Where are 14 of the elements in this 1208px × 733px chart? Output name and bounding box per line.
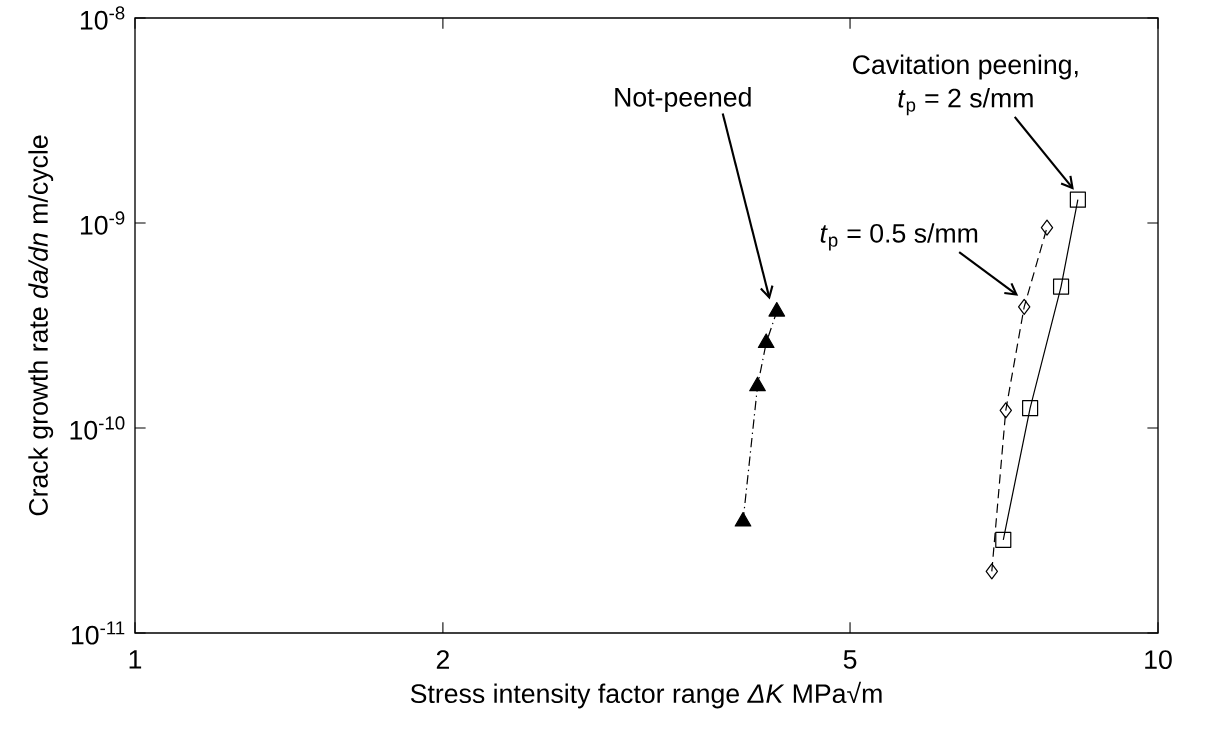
y-tick-label: 10$^{-11}$ — [71, 621, 125, 645]
annotation: t$_{p}$ = 2 s/mm — [898, 87, 1033, 116]
y-tick-label: 10$^{-10}$ — [70, 416, 125, 440]
x-axis-title: Stress intensity factor range ΔK MPa√m — [410, 681, 882, 709]
y-tick-label: 10$^{-8}$ — [80, 6, 125, 30]
annotation: t$_{p}$ = 0.5 s/mm — [820, 223, 978, 251]
y-tick-label: 10$^{-9}$ — [80, 211, 125, 235]
x-tick-label: 10 — [1145, 650, 1172, 670]
y-axis-title: Crack growth rate da/dn m/cycle — [28, 135, 54, 516]
annotation: Cavitation peening, — [853, 54, 1078, 80]
annotation: Not-peened — [615, 87, 751, 112]
x-tick-label: 2 — [436, 650, 449, 669]
x-tick-label: 1 — [129, 650, 142, 669]
x-tick-label: 5 — [843, 650, 857, 669]
